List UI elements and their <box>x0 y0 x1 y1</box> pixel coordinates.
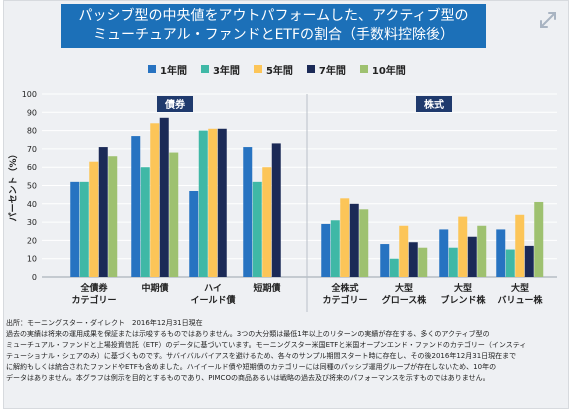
bar <box>399 225 409 277</box>
bar <box>70 181 80 277</box>
footnote-line: ミューチュアル・ファンドと上場投資信託（ETF）のデータに基づいています。モーニ… <box>6 341 527 349</box>
y-tick-label: 10 <box>27 255 37 264</box>
footnote-line: 過去の実績は将来の運用成果を保証または示唆するものではありません。3つの大分類は… <box>6 330 490 338</box>
legend-label: 1年間 <box>160 65 187 77</box>
bar <box>217 128 227 277</box>
x-category-label: ハイ <box>204 283 222 294</box>
bar <box>169 152 179 277</box>
footnote-line: データはありません。本グラフは例示を目的とするものであり、PIMCOの商品あるい… <box>6 374 490 382</box>
bar <box>131 136 141 277</box>
y-tick-label: 0 <box>32 273 37 282</box>
bar <box>380 244 390 277</box>
bar <box>189 190 199 277</box>
chart-title-line-2: ミューチュアル・ファンドとETFの割合（手数料控除後） <box>92 27 455 43</box>
legend-item: 3年間 <box>200 62 240 77</box>
bar <box>321 223 331 277</box>
legend-label: 10年間 <box>371 65 406 77</box>
bar <box>389 258 399 277</box>
bar <box>89 161 99 277</box>
y-tick-label: 40 <box>27 200 37 209</box>
bar <box>198 130 208 277</box>
x-category-label: 大型 <box>454 282 472 294</box>
chart-legend: 1年間 3年間 5年間 7年間 10年間 <box>148 62 406 77</box>
legend-swatch <box>253 65 262 73</box>
footnote-line: に解約もしくは統合されたファンドやETFも含めました。ハイイールド債や短期債のカ… <box>6 363 497 371</box>
bar <box>340 198 350 277</box>
bar <box>159 117 169 277</box>
bar <box>108 156 118 277</box>
bar <box>408 242 418 277</box>
bar <box>496 229 506 277</box>
bar <box>534 201 544 277</box>
bar <box>439 229 449 277</box>
y-tick-label: 50 <box>27 182 37 191</box>
legend-item: 1年間 <box>148 62 187 77</box>
x-category-label: ブレンド株 <box>440 294 486 306</box>
footnote-source: 出所：モーニングスター・ダイレクト 2016年12月31日現在 <box>6 319 203 327</box>
y-tick-label: 80 <box>27 127 37 136</box>
legend-item: 7年間 <box>306 62 346 77</box>
y-tick-label: 70 <box>27 145 37 154</box>
x-category-label: グロース株 <box>382 294 428 306</box>
legend-label: 3年間 <box>212 65 240 77</box>
legend-label: 7年間 <box>318 65 346 77</box>
x-category-label: 大型 <box>511 282 529 294</box>
legend-swatch <box>306 65 315 73</box>
panel-label-box <box>416 96 452 112</box>
y-tick-label: 20 <box>27 236 37 245</box>
legend-swatch <box>359 65 368 73</box>
legend-item: 10年間 <box>359 62 406 77</box>
bar <box>524 245 534 277</box>
bar <box>330 220 340 277</box>
x-category-label: カテゴリー <box>71 294 116 306</box>
bar <box>458 216 468 277</box>
bar <box>262 167 272 277</box>
panel-label: 株式 <box>424 98 444 111</box>
bar <box>79 181 89 277</box>
x-category-label: イールド債 <box>190 294 235 306</box>
footnote-line: テューショナル・シェアのみ）に基づくものです。サバイバルバイアスを避けるため、各… <box>6 352 517 360</box>
legend-swatch <box>148 65 156 73</box>
legend-item: 5年間 <box>253 62 293 77</box>
bar <box>349 203 359 277</box>
y-tick-label: 60 <box>27 163 37 172</box>
x-category-label: 大型 <box>395 282 413 294</box>
bar <box>271 143 281 277</box>
bar <box>208 128 218 277</box>
x-category-label: バリュー株 <box>497 294 543 306</box>
bar <box>418 247 428 277</box>
panel-label: 債券 <box>164 98 186 111</box>
footnotes: 出所：モーニングスター・ダイレクト 2016年12月31日現在 過去の実績は将来… <box>6 318 564 384</box>
x-category-label: 全債券 <box>79 282 108 294</box>
legend-swatch <box>200 65 209 73</box>
chart-title: パッシブ型の中央値をアウトパフォームした、アクティブ型の ミューチュアル・ファン… <box>61 4 486 48</box>
bar <box>448 247 458 277</box>
bar <box>515 214 525 277</box>
y-axis-title: パーセント（%） <box>7 149 19 221</box>
bar <box>150 123 160 277</box>
legend-label: 5年間 <box>265 65 293 77</box>
x-category-label: 短期債 <box>253 282 280 294</box>
bar <box>505 249 515 277</box>
y-tick-label: 100 <box>22 90 37 99</box>
bar <box>98 147 108 277</box>
y-tick-label: 90 <box>27 108 37 117</box>
chart-title-line-1: パッシブ型の中央値をアウトパフォームした、アクティブ型の <box>78 8 469 24</box>
bar <box>359 209 369 277</box>
x-category-label: 全株式 <box>330 282 358 294</box>
bar <box>243 147 253 277</box>
expand-icon[interactable] <box>538 10 558 30</box>
panel-label-box <box>157 96 193 112</box>
bar <box>477 225 487 277</box>
x-category-label: 中期債 <box>141 282 168 294</box>
bar <box>467 236 477 277</box>
y-tick-label: 30 <box>27 218 37 227</box>
bar <box>140 167 150 277</box>
bar <box>252 181 262 277</box>
x-category-label: カテゴリー <box>322 294 367 306</box>
